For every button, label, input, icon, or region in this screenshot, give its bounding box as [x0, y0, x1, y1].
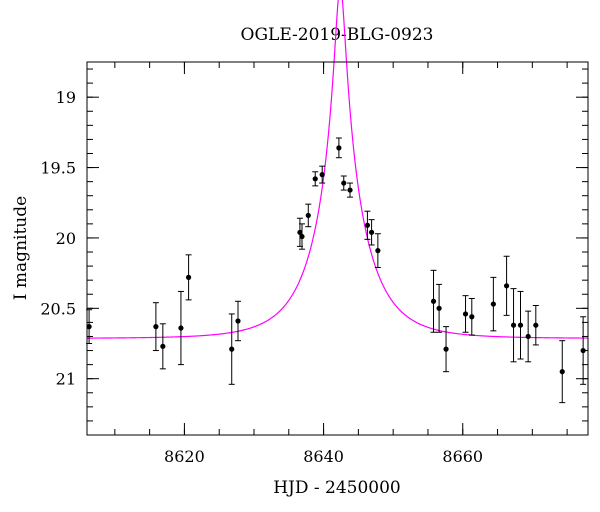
data-point — [347, 182, 354, 198]
data-point — [299, 223, 306, 250]
data-point-marker — [375, 248, 381, 254]
y-tick-label: 20.5 — [40, 299, 76, 318]
data-point — [468, 297, 475, 336]
data-point — [462, 295, 469, 333]
data-point-marker — [517, 322, 524, 328]
data-point-marker — [153, 324, 159, 330]
data-point — [559, 340, 566, 404]
y-tick-labels: 19 19.5 20 20.5 21 — [40, 88, 76, 389]
data-point-marker — [178, 325, 184, 331]
x-tick-labels: 8620 8640 8660 — [164, 447, 483, 466]
y-tick-label: 21 — [56, 370, 76, 389]
data-point — [368, 219, 375, 246]
data-point-marker — [160, 343, 166, 349]
data-point — [364, 210, 371, 240]
data-point-marker — [86, 324, 92, 330]
data-point — [517, 290, 524, 360]
data-point — [152, 302, 159, 352]
y-tick-label: 19.5 — [40, 159, 76, 178]
data-point — [436, 283, 443, 333]
data-point-marker — [347, 187, 353, 193]
data-point — [525, 310, 532, 363]
data-point-marker — [430, 298, 437, 304]
data-point — [443, 326, 450, 373]
data-point — [532, 305, 539, 346]
data-point — [319, 165, 326, 184]
data-point — [296, 217, 303, 247]
data-point-marker — [368, 229, 375, 235]
data-point — [312, 171, 319, 187]
data-point-marker — [490, 301, 496, 307]
axis-ticks — [87, 62, 588, 435]
data-point — [177, 290, 184, 366]
data-point — [510, 288, 517, 363]
data-point-marker — [299, 233, 305, 240]
data-point-marker — [436, 305, 442, 311]
data-point-marker — [364, 222, 371, 228]
data-point — [430, 269, 437, 333]
data-point — [340, 175, 347, 191]
y-tick-label: 19 — [56, 88, 76, 107]
model-curve — [86, 0, 589, 339]
data-point-marker — [229, 346, 235, 352]
data-point — [490, 276, 497, 332]
chart-title: OGLE-2019-BLG-0923 — [241, 25, 434, 45]
model-curve-layer — [86, 0, 589, 339]
data-point-marker — [503, 283, 510, 289]
data-point-marker — [469, 314, 475, 320]
data-point — [305, 203, 312, 228]
data-point-marker — [312, 176, 318, 182]
y-axis-label: I magnitude — [11, 196, 31, 300]
y-tick-label: 20 — [56, 229, 76, 248]
x-tick-label: 8620 — [164, 447, 205, 466]
data-point-marker — [462, 311, 469, 317]
data-point — [503, 255, 510, 316]
data-point-marker — [525, 333, 531, 340]
x-tick-label: 8640 — [303, 447, 344, 466]
data-point-marker — [336, 145, 342, 151]
data-point — [159, 323, 166, 370]
data-point-marker — [559, 369, 565, 375]
plot-frame — [86, 61, 589, 436]
data-point-marker — [235, 318, 241, 324]
data-point-marker — [341, 180, 347, 186]
data-point — [335, 137, 342, 159]
data-points-layer — [86, 137, 587, 404]
data-point-marker — [319, 172, 325, 178]
data-point — [185, 254, 192, 301]
data-point-marker — [533, 322, 539, 328]
data-point — [234, 300, 241, 342]
data-point — [228, 313, 235, 385]
x-tick-label: 8660 — [442, 447, 483, 466]
data-point-marker — [297, 229, 303, 235]
data-point — [374, 233, 381, 269]
data-point-marker — [305, 212, 311, 219]
data-point-marker — [443, 346, 449, 352]
data-point-marker — [510, 322, 517, 328]
x-axis-label: HJD - 2450000 — [273, 478, 401, 498]
data-point-marker — [185, 274, 192, 280]
